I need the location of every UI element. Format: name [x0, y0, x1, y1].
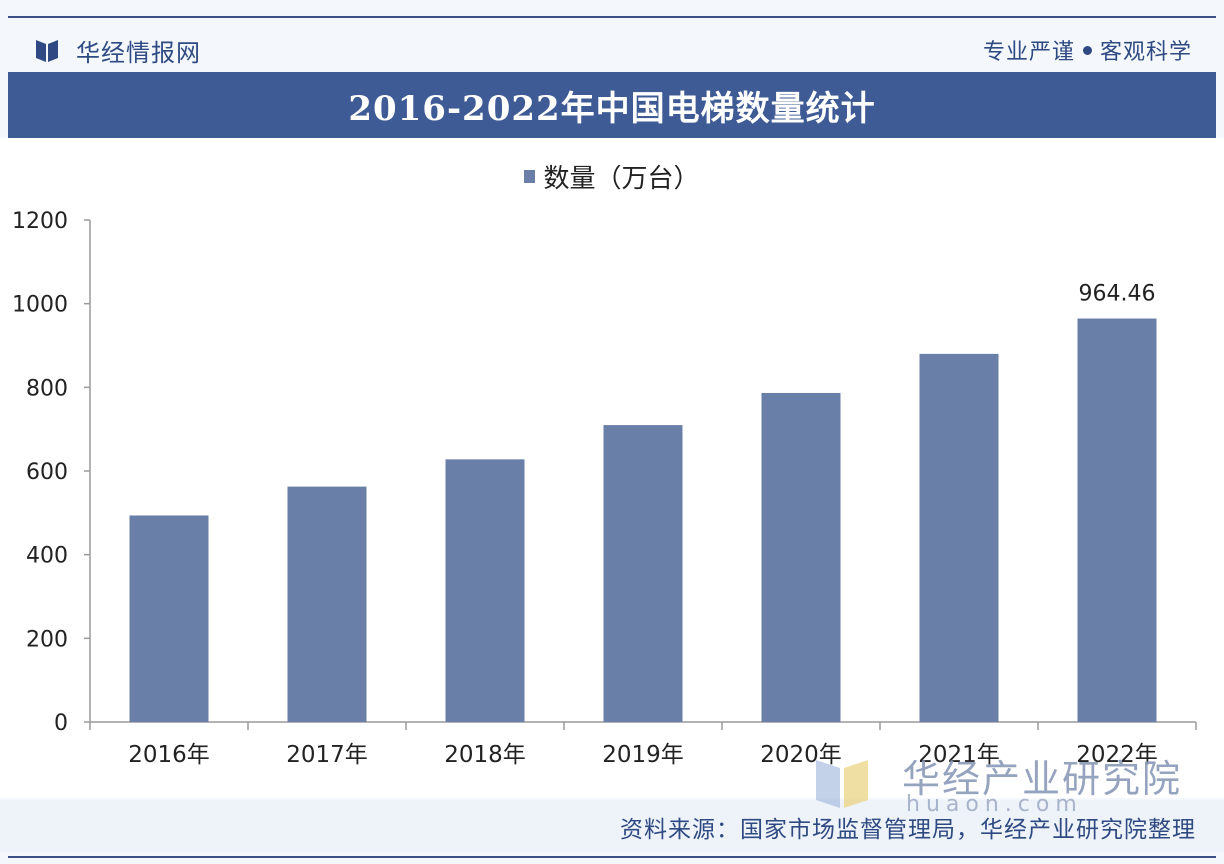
- slogan: 专业严谨 客观科学: [983, 34, 1192, 66]
- x-tick-label: 2017年: [286, 742, 368, 768]
- brand-name: 华经情报网: [76, 38, 201, 67]
- slogan-left: 专业严谨: [982, 40, 1075, 65]
- bar-2019年: [603, 425, 683, 722]
- bar-2016年: [129, 515, 209, 722]
- slogan-right: 客观科学: [1099, 40, 1192, 65]
- y-tick-label: 800: [26, 376, 68, 401]
- x-tick-label: 2016年: [128, 742, 210, 768]
- bottom-rule: [8, 856, 1216, 858]
- y-tick-label: 1200: [12, 209, 68, 234]
- watermark-text: 华经产业研究院: [902, 757, 1183, 801]
- data-label: 964.46: [1079, 282, 1156, 307]
- legend-swatch: [524, 170, 536, 183]
- x-tick-label: 2021年: [918, 742, 1000, 768]
- source-note: 资料来源：国家市场监督管理局，华经产业研究院整理: [620, 817, 1196, 843]
- legend-label: 数量（万台）: [543, 164, 700, 194]
- y-tick-label: 1000: [12, 293, 68, 318]
- x-tick-label: 2019年: [602, 742, 684, 768]
- top-rule: [8, 16, 1216, 18]
- source-bar: [0, 800, 1224, 852]
- bar-2020年: [761, 392, 841, 722]
- y-tick-label: 400: [26, 544, 68, 569]
- bar-2021年: [919, 353, 999, 722]
- x-tick-label: 2018年: [444, 742, 526, 768]
- y-tick-label: 200: [26, 627, 68, 652]
- bar-2022年: [1077, 318, 1157, 722]
- legend: 数量（万台）: [0, 158, 1224, 195]
- bar-2017年: [287, 486, 367, 722]
- brand: 华经情报网: [34, 34, 201, 67]
- y-tick-label: 0: [54, 711, 68, 736]
- x-tick-label: 2020年: [760, 742, 842, 768]
- slogan-dot-icon: [1082, 45, 1092, 55]
- watermark-logo-icon: [816, 760, 868, 808]
- chart-title: 2016-2022年中国电梯数量统计: [348, 88, 876, 129]
- watermark-url: huaon.com: [906, 792, 1083, 817]
- y-tick-label: 600: [26, 460, 68, 485]
- x-tick-label: 2022年: [1076, 742, 1158, 768]
- bar-2018年: [445, 459, 525, 722]
- title-bar: 2016-2022年中国电梯数量统计: [8, 72, 1216, 138]
- brand-logo-icon: [36, 40, 58, 62]
